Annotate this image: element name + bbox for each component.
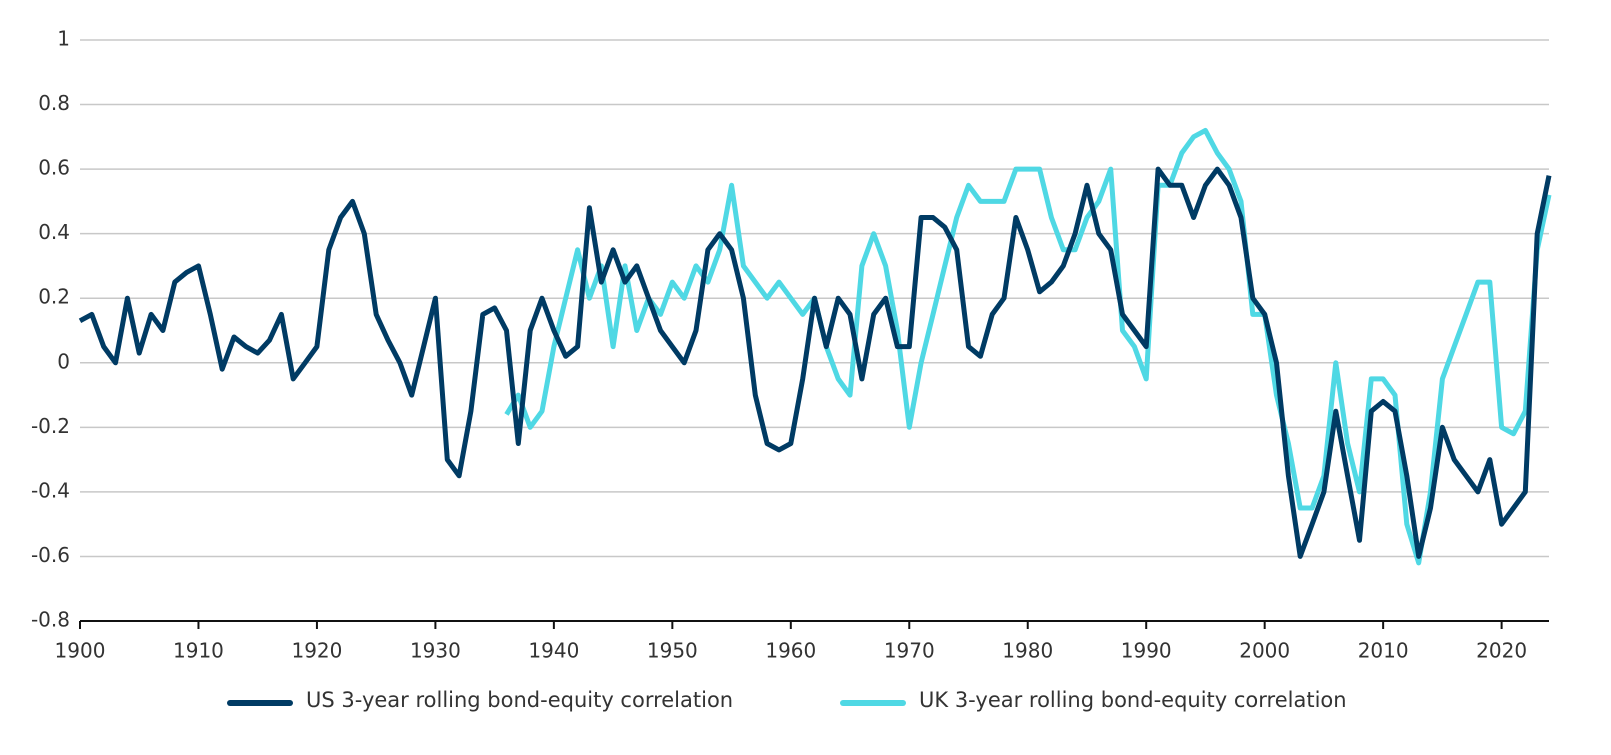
x-tick-label: 1900 <box>55 639 106 663</box>
y-tick-label: 1 <box>57 27 70 51</box>
legend-label: UK 3-year rolling bond-equity correlatio… <box>919 688 1347 712</box>
y-tick-label: 0.6 <box>38 156 70 180</box>
x-tick-label: 1930 <box>410 639 461 663</box>
y-tick-label: -0.6 <box>31 543 70 567</box>
x-tick-label: 1910 <box>173 639 224 663</box>
y-tick-label: 0.2 <box>38 285 70 309</box>
y-tick-label: 0.4 <box>38 220 70 244</box>
y-tick-label: -0.8 <box>31 608 70 632</box>
x-tick-label: 1990 <box>1121 639 1172 663</box>
legend-label: US 3-year rolling bond-equity correlatio… <box>306 688 733 712</box>
x-tick-label: 1970 <box>884 639 935 663</box>
x-tick-label: 1980 <box>1002 639 1053 663</box>
x-tick-label: 1950 <box>647 639 698 663</box>
y-tick-label: 0.8 <box>38 91 70 115</box>
x-tick-label: 2010 <box>1358 639 1409 663</box>
y-tick-label: -0.4 <box>31 478 70 502</box>
x-tick-label: 2000 <box>1239 639 1290 663</box>
legend: US 3-year rolling bond-equity correlatio… <box>227 688 1347 712</box>
x-tick-label: 2020 <box>1476 639 1527 663</box>
series-line <box>504 127 1552 566</box>
y-tick-label: 0 <box>57 349 70 373</box>
x-tick-label: 1940 <box>528 639 579 663</box>
series-line <box>78 166 1552 559</box>
x-tick-label: 1960 <box>765 639 816 663</box>
y-tick-label: -0.2 <box>31 414 70 438</box>
x-tick-label: 1920 <box>291 639 342 663</box>
